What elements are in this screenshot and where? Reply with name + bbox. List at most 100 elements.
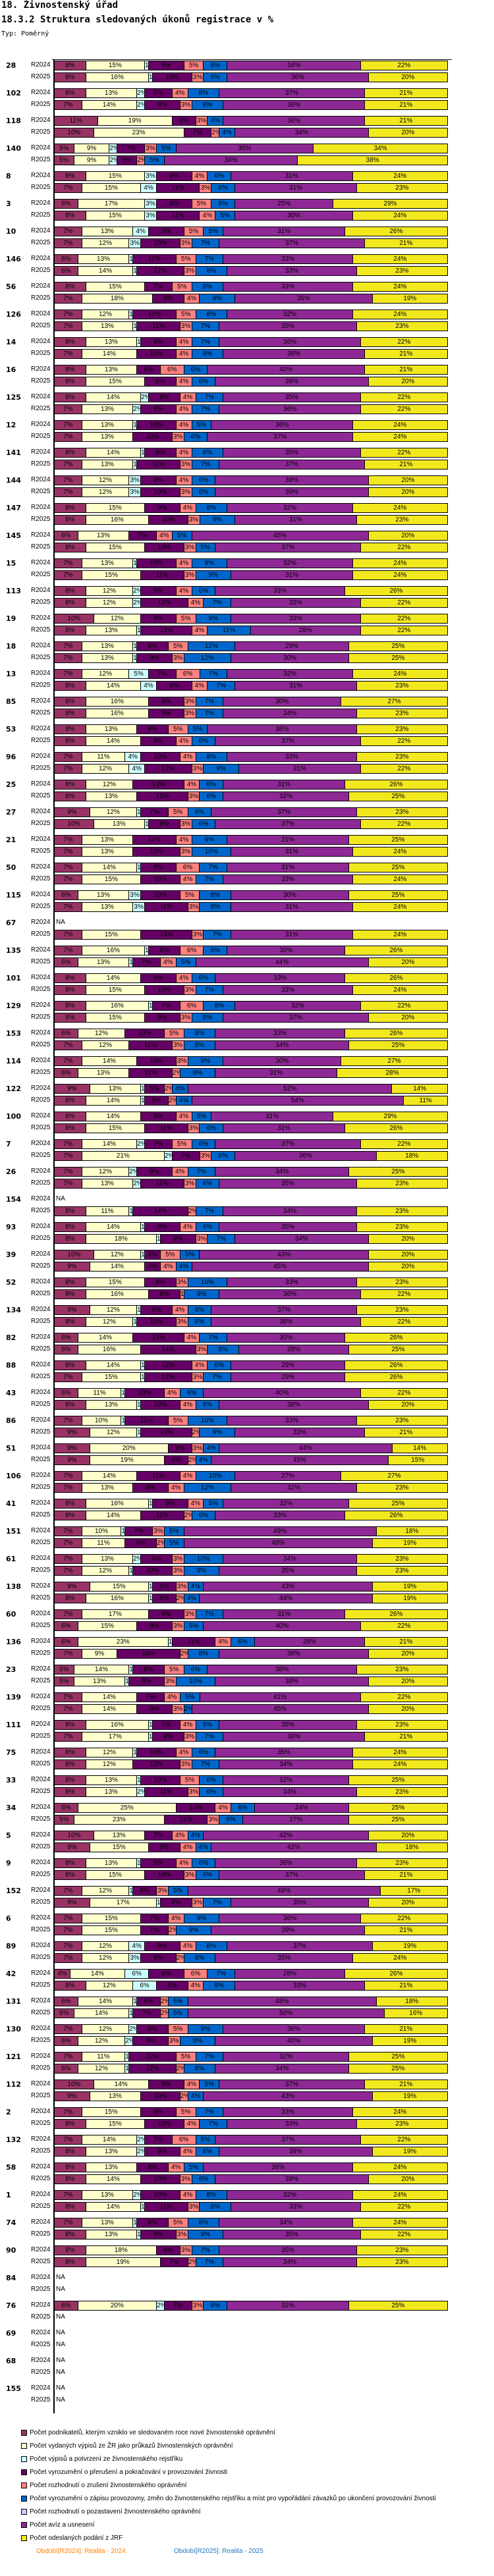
bar-segment: 9% xyxy=(176,1926,212,1935)
bar-segment: 31% xyxy=(231,847,353,856)
bar-segment: 4% xyxy=(160,1262,177,1271)
bar-segment: 1% xyxy=(125,2064,130,2073)
group-label: 39 xyxy=(6,1250,16,1259)
bar-segment: 21% xyxy=(364,1638,447,1646)
bar-segment: 2% xyxy=(160,1997,169,2006)
bar-segment: 1% xyxy=(156,1898,161,1907)
group-label: 146 xyxy=(6,255,21,263)
na-label: NA xyxy=(56,919,65,926)
stacked-bar: 8%14%1%12%4%6%29%26% xyxy=(54,1360,448,1370)
group-label: 138 xyxy=(6,1582,21,1591)
bar-segment: 45% xyxy=(192,531,369,540)
bar-segment: 6% xyxy=(219,1815,244,1824)
bar-segment: 7% xyxy=(196,255,224,263)
stacked-bar: 8%12%1%10%3%6%38%22% xyxy=(54,1317,448,1327)
bar-segment: 8% xyxy=(149,1843,180,1852)
bar-segment: 8% xyxy=(184,1954,216,1962)
bar-segment: 11% xyxy=(164,1815,208,1824)
bar-segment: 23% xyxy=(356,322,447,331)
bar-segment: 4% xyxy=(188,599,204,607)
bar-segment: 34% xyxy=(223,2258,357,2267)
series-label: R2025 xyxy=(31,1401,51,1408)
bar-segment: 6% xyxy=(211,184,236,192)
bar-segment: 7% xyxy=(55,946,82,955)
stacked-bar: 6%14%1%12%3%8%33%23% xyxy=(54,266,448,276)
series-label: R2024 xyxy=(31,1693,51,1700)
bar-segment: 3% xyxy=(152,1527,165,1536)
series-label: R2024 xyxy=(31,1223,51,1230)
bar-segment: 7% xyxy=(55,1914,82,1923)
group-label: 69 xyxy=(6,2329,16,2338)
bar-segment: 8% xyxy=(184,2064,216,2073)
bar-segment: 14% xyxy=(392,1085,447,1093)
bar-segment: 4% xyxy=(192,626,208,635)
stacked-bar: 8% 14% 9% 4% 6% 37% 22% xyxy=(54,736,448,746)
bar-segment: 31% xyxy=(231,571,353,579)
bar-segment: 23% xyxy=(74,1815,165,1824)
bar-segment: 5% xyxy=(172,1140,192,1148)
bar-segment: 10% xyxy=(141,1401,180,1409)
bar-segment: 4% xyxy=(184,1333,200,1342)
stacked-bar: 9% 15% 8% 4% 4% 42% 18% xyxy=(54,1842,448,1852)
bar-segment: 1% xyxy=(133,1748,138,1757)
bar-segment: 28% xyxy=(239,1345,349,1354)
series-label: R2025 xyxy=(31,2175,51,2182)
bar-segment: 25% xyxy=(348,891,447,899)
bar-segment: 6% xyxy=(55,1333,78,1342)
bar-segment: 5% xyxy=(164,1527,184,1536)
bar-segment: 8% xyxy=(137,642,169,651)
stacked-bar: 8% 15% 3% 9% 4% 6% 31% 24% xyxy=(54,171,448,181)
stacked-bar: 8%12%1%10%4%6%35%24% xyxy=(54,1748,448,1758)
bar-segment: 2% xyxy=(184,1511,192,1520)
bar-segment: 25% xyxy=(348,2064,447,2073)
bar-segment: 7% xyxy=(55,930,82,939)
group-label: 106 xyxy=(6,1472,21,1480)
bar-segment: 12% xyxy=(145,765,192,773)
bar-segment: 6% xyxy=(200,1788,224,1796)
bar-segment: 6% xyxy=(196,1721,220,1729)
bar-segment: 9% xyxy=(156,172,192,180)
bar-segment: 1% xyxy=(129,1567,134,1575)
bar-segment: 16% xyxy=(86,516,150,524)
bar-segment: 37% xyxy=(227,1942,373,1950)
series-label: R2024 xyxy=(31,227,51,234)
series-label: R2025 xyxy=(31,460,51,468)
bar-segment: 2% xyxy=(137,89,146,97)
bar-segment: 32% xyxy=(227,2191,353,2199)
bar-segment: 4% xyxy=(133,227,150,236)
bar-segment: 25% xyxy=(348,792,447,801)
stacked-bar: 7% 12% 3% 10% 3% 7% 37% 21% xyxy=(54,238,448,248)
bar-segment: 4% xyxy=(168,2163,184,2172)
bar-segment: 5% xyxy=(180,891,200,899)
bar-segment: 37% xyxy=(223,1013,369,1022)
bar-segment: 26% xyxy=(345,1029,447,1038)
series-label: R2024 xyxy=(31,365,51,373)
bar-segment: 13% xyxy=(74,1677,126,1686)
bar-segment: 15% xyxy=(82,1914,142,1923)
group-label: 96 xyxy=(6,753,16,761)
group-label: 135 xyxy=(6,946,21,955)
bar-segment: 28% xyxy=(235,1970,345,1978)
bar-segment: 13% xyxy=(78,531,130,540)
bar-segment: 9% xyxy=(200,516,236,524)
bar-segment: 19% xyxy=(90,1456,165,1464)
bar-segment: 22% xyxy=(360,737,447,745)
bar-segment: 10% xyxy=(137,1318,177,1326)
legend-item: Počet odeslaných podání z JRF xyxy=(21,2531,436,2544)
bar-segment: 6% xyxy=(207,1361,232,1370)
stacked-bar: 8%13%1%9%4%6%36%23% xyxy=(54,1858,448,1868)
bar-segment: 6% xyxy=(192,1748,216,1757)
bar-segment: 9% xyxy=(55,1444,90,1453)
group-label: 90 xyxy=(6,2246,16,2255)
bar-segment: 10% xyxy=(141,488,180,496)
stacked-bar: 6%12%2%9%3%9%40%19% xyxy=(54,2036,448,2046)
stacked-bar: 4% 14% 6% 9% 6% 7% 28% 26% xyxy=(54,1969,448,1979)
bar-segment: 8% xyxy=(55,516,86,524)
series-label: R2025 xyxy=(31,847,51,855)
stacked-bar: 8% 14% 10% 3% 6% 39% 20% xyxy=(54,2174,448,2184)
legend-item: Počet podnikatelů, kterým vzniklo ve sle… xyxy=(21,2426,436,2439)
bar-segment: 21% xyxy=(364,1981,447,1990)
bar-segment: 8% xyxy=(145,448,177,457)
bar-segment: 2% xyxy=(180,1650,188,1658)
bar-segment: 35% xyxy=(176,144,314,153)
